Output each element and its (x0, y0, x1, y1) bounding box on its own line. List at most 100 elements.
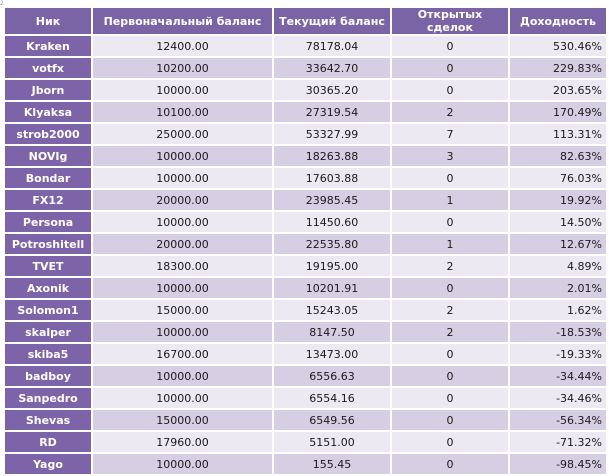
open-trades-cell: 2 (392, 322, 508, 342)
yield-cell: -56.34% (510, 410, 606, 430)
yield-cell: 14.50% (510, 212, 606, 232)
nick-cell: NOVIg (5, 146, 91, 166)
header-start-balance: Первоначальный баланс (93, 8, 272, 34)
start-balance-cell: 18300.00 (93, 256, 272, 276)
nick-cell: skiba5 (5, 344, 91, 364)
yield-cell: 12.67% (510, 234, 606, 254)
start-balance-cell: 10000.00 (93, 168, 272, 188)
open-trades-cell: 0 (392, 212, 508, 232)
yield-cell: -71.32% (510, 432, 606, 452)
current-balance-cell: 11450.60 (274, 212, 390, 232)
start-balance-cell: 10000.00 (93, 322, 272, 342)
current-balance-cell: 23985.45 (274, 190, 390, 210)
table-row: Persona 10000.00 11450.60 0 14.50% (5, 212, 606, 232)
table-row: badboy 10000.00 6556.63 0 -34.44% (5, 366, 606, 386)
table-row: Yago 10000.00 155.45 0 -98.45% (5, 454, 606, 474)
current-balance-cell: 17603.88 (274, 168, 390, 188)
open-trades-cell: 2 (392, 102, 508, 122)
nick-cell: Jborn (5, 80, 91, 100)
open-trades-cell: 0 (392, 168, 508, 188)
open-trades-cell: 0 (392, 36, 508, 56)
current-balance-cell: 19195.00 (274, 256, 390, 276)
yield-cell: 82.63% (510, 146, 606, 166)
nick-cell: strob2000 (5, 124, 91, 144)
nick-cell: Potroshitell (5, 234, 91, 254)
table-row: Shevas 15000.00 6549.56 0 -56.34% (5, 410, 606, 430)
corner-mark: 2 (0, 0, 4, 7)
start-balance-cell: 10000.00 (93, 212, 272, 232)
table-row: Potroshitell 20000.00 22535.80 1 12.67% (5, 234, 606, 254)
yield-cell: 203.65% (510, 80, 606, 100)
nick-cell: votfx (5, 58, 91, 78)
nick-cell: skalper (5, 322, 91, 342)
nick-cell: badboy (5, 366, 91, 386)
open-trades-cell: 1 (392, 234, 508, 254)
start-balance-cell: 12400.00 (93, 36, 272, 56)
yield-cell: -19.33% (510, 344, 606, 364)
table-row: Bondar 10000.00 17603.88 0 76.03% (5, 168, 606, 188)
open-trades-cell: 0 (392, 58, 508, 78)
start-balance-cell: 10000.00 (93, 146, 272, 166)
nick-cell: Axonik (5, 278, 91, 298)
start-balance-cell: 20000.00 (93, 234, 272, 254)
nick-cell: TVET (5, 256, 91, 276)
open-trades-cell: 1 (392, 190, 508, 210)
current-balance-cell: 27319.54 (274, 102, 390, 122)
table-row: skiba5 16700.00 13473.00 0 -19.33% (5, 344, 606, 364)
open-trades-cell: 0 (392, 410, 508, 430)
table-row: Klyaksa 10100.00 27319.54 2 170.49% (5, 102, 606, 122)
ranking-table: Ник Первоначальный баланс Текущий баланс… (3, 6, 608, 476)
current-balance-cell: 30365.20 (274, 80, 390, 100)
start-balance-cell: 10000.00 (93, 454, 272, 474)
current-balance-cell: 33642.70 (274, 58, 390, 78)
current-balance-cell: 155.45 (274, 454, 390, 474)
nick-cell: Shevas (5, 410, 91, 430)
table-row: Jborn 10000.00 30365.20 0 203.65% (5, 80, 606, 100)
current-balance-cell: 6554.16 (274, 388, 390, 408)
header-row: Ник Первоначальный баланс Текущий баланс… (5, 8, 606, 34)
start-balance-cell: 25000.00 (93, 124, 272, 144)
table-row: RD 17960.00 5151.00 0 -71.32% (5, 432, 606, 452)
yield-cell: -18.53% (510, 322, 606, 342)
yield-cell: 2.01% (510, 278, 606, 298)
nick-cell: Klyaksa (5, 102, 91, 122)
table-row: TVET 18300.00 19195.00 2 4.89% (5, 256, 606, 276)
nick-cell: Kraken (5, 36, 91, 56)
yield-cell: 1.62% (510, 300, 606, 320)
nick-cell: Yago (5, 454, 91, 474)
table-row: Axonik 10000.00 10201.91 0 2.01% (5, 278, 606, 298)
current-balance-cell: 53327.99 (274, 124, 390, 144)
current-balance-cell: 8147.50 (274, 322, 390, 342)
nick-cell: FX12 (5, 190, 91, 210)
current-balance-cell: 10201.91 (274, 278, 390, 298)
table-row: Sanpedro 10000.00 6554.16 0 -34.46% (5, 388, 606, 408)
header-nick: Ник (5, 8, 91, 34)
table-row: Solomon1 15000.00 15243.05 2 1.62% (5, 300, 606, 320)
yield-cell: -34.46% (510, 388, 606, 408)
table-row: Kraken 12400.00 78178.04 0 530.46% (5, 36, 606, 56)
yield-cell: 76.03% (510, 168, 606, 188)
open-trades-cell: 0 (392, 432, 508, 452)
yield-cell: -34.44% (510, 366, 606, 386)
table-row: skalper 10000.00 8147.50 2 -18.53% (5, 322, 606, 342)
yield-cell: 19.92% (510, 190, 606, 210)
open-trades-cell: 0 (392, 344, 508, 364)
open-trades-cell: 0 (392, 278, 508, 298)
nick-cell: Solomon1 (5, 300, 91, 320)
table-body: Kraken 12400.00 78178.04 0 530.46% votfx… (5, 36, 606, 474)
start-balance-cell: 10000.00 (93, 80, 272, 100)
start-balance-cell: 16700.00 (93, 344, 272, 364)
table-row: votfx 10200.00 33642.70 0 229.83% (5, 58, 606, 78)
open-trades-cell: 2 (392, 300, 508, 320)
open-trades-cell: 0 (392, 80, 508, 100)
nick-cell: Persona (5, 212, 91, 232)
open-trades-cell: 0 (392, 388, 508, 408)
yield-cell: 530.46% (510, 36, 606, 56)
current-balance-cell: 6556.63 (274, 366, 390, 386)
open-trades-cell: 7 (392, 124, 508, 144)
current-balance-cell: 78178.04 (274, 36, 390, 56)
open-trades-cell: 0 (392, 366, 508, 386)
start-balance-cell: 10000.00 (93, 278, 272, 298)
nick-cell: Bondar (5, 168, 91, 188)
start-balance-cell: 20000.00 (93, 190, 272, 210)
